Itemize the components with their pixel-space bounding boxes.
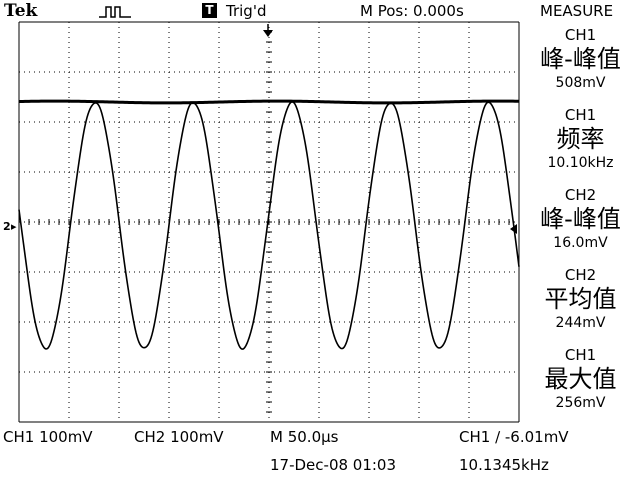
measurement-label: 平均值 [544, 285, 617, 313]
graticule [18, 21, 520, 423]
ch2-ground-marker: 2 [3, 220, 11, 233]
measurement-source: CH1 [564, 346, 597, 364]
brand-logo: Tek [4, 1, 38, 21]
timebase: M 50.0µs [270, 428, 339, 446]
top-bar: Tek T Trig'd M Pos: 0.000s MEASURE [0, 0, 640, 24]
ch2-scale: CH2 100mV [134, 428, 224, 446]
trigger-position-icon [263, 24, 273, 37]
acquisition-icon [99, 6, 131, 18]
date-time: 17-Dec-08 01:03 [270, 456, 397, 474]
measure-panel: CH1 峰-峰值 508mV CH1 频率 10.10kHz CH2 峰-峰值 … [521, 22, 640, 422]
ch2-waveform [18, 99, 520, 105]
measurement-label: 频率 [556, 125, 605, 153]
measurement-label: 最大值 [544, 365, 617, 393]
measurement-source: CH1 [564, 106, 597, 124]
measurement-value: 508mV [555, 75, 606, 91]
measurement-label: 峰-峰值 [540, 205, 621, 233]
trigger-mode-icon: T [202, 3, 217, 18]
ch1-scale: CH1 100mV [3, 428, 93, 446]
measurement-2[interactable]: CH1 频率 10.10kHz [521, 106, 640, 172]
measurement-5[interactable]: CH1 最大值 256mV [521, 346, 640, 412]
measurement-source: CH2 [564, 186, 597, 204]
ground-arrow-icon: ▸ [11, 220, 17, 233]
measurement-value: 244mV [555, 315, 606, 331]
trigger-setting: CH1 ∕ -6.01mV [459, 428, 569, 446]
measurement-value: 256mV [555, 395, 606, 411]
m-pos: M Pos: 0.000s [360, 2, 464, 20]
ch1-waveform [18, 100, 520, 350]
measurement-4[interactable]: CH2 平均值 244mV [521, 266, 640, 332]
measurement-source: CH2 [564, 266, 597, 284]
measurement-1[interactable]: CH1 峰-峰值 508mV [521, 26, 640, 92]
menu-title: MEASURE [540, 2, 614, 20]
trigger-frequency: 10.1345kHz [459, 456, 549, 474]
measurement-source: CH1 [564, 26, 597, 44]
measurement-value: 10.10kHz [547, 155, 614, 171]
measurement-label: 峰-峰值 [540, 45, 621, 73]
measurement-3[interactable]: CH2 峰-峰值 16.0mV [521, 186, 640, 252]
trigger-status: Trig'd [226, 2, 267, 20]
measurement-value: 16.0mV [553, 235, 608, 251]
